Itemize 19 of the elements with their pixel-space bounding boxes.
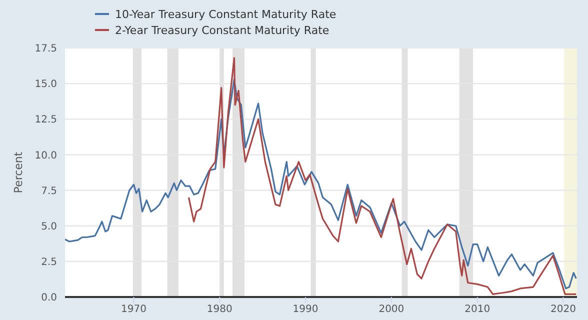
- legend-label: 10-Year Treasury Constant Maturity Rate: [115, 8, 336, 20]
- line-series: [65, 78, 577, 290]
- line-series: [188, 57, 577, 295]
- x-tick-label: 1980: [206, 304, 232, 316]
- x-tick-label: 1990: [292, 304, 318, 316]
- y-tick-label: 12.5: [34, 114, 57, 126]
- y-tick-label: 0.0: [41, 292, 57, 304]
- y-tick-label: 10.0: [34, 150, 57, 162]
- y-tick-label: 15.0: [34, 79, 57, 90]
- y-tick-label: 5.0: [41, 221, 57, 232]
- y-tick-label: 7.5: [41, 186, 57, 197]
- legend-label: 2-Year Treasury Constant Maturity Rate: [115, 24, 330, 36]
- y-tick-label: 2.5: [41, 256, 57, 268]
- y-tick-label: 17.5: [34, 44, 57, 55]
- y-axis-title: Percent: [12, 151, 25, 194]
- x-tick-label: 2000: [378, 304, 404, 316]
- x-tick-label: 1970: [121, 304, 146, 316]
- x-tick-label: 2020: [550, 304, 576, 316]
- x-tick-label: 2010: [464, 304, 490, 316]
